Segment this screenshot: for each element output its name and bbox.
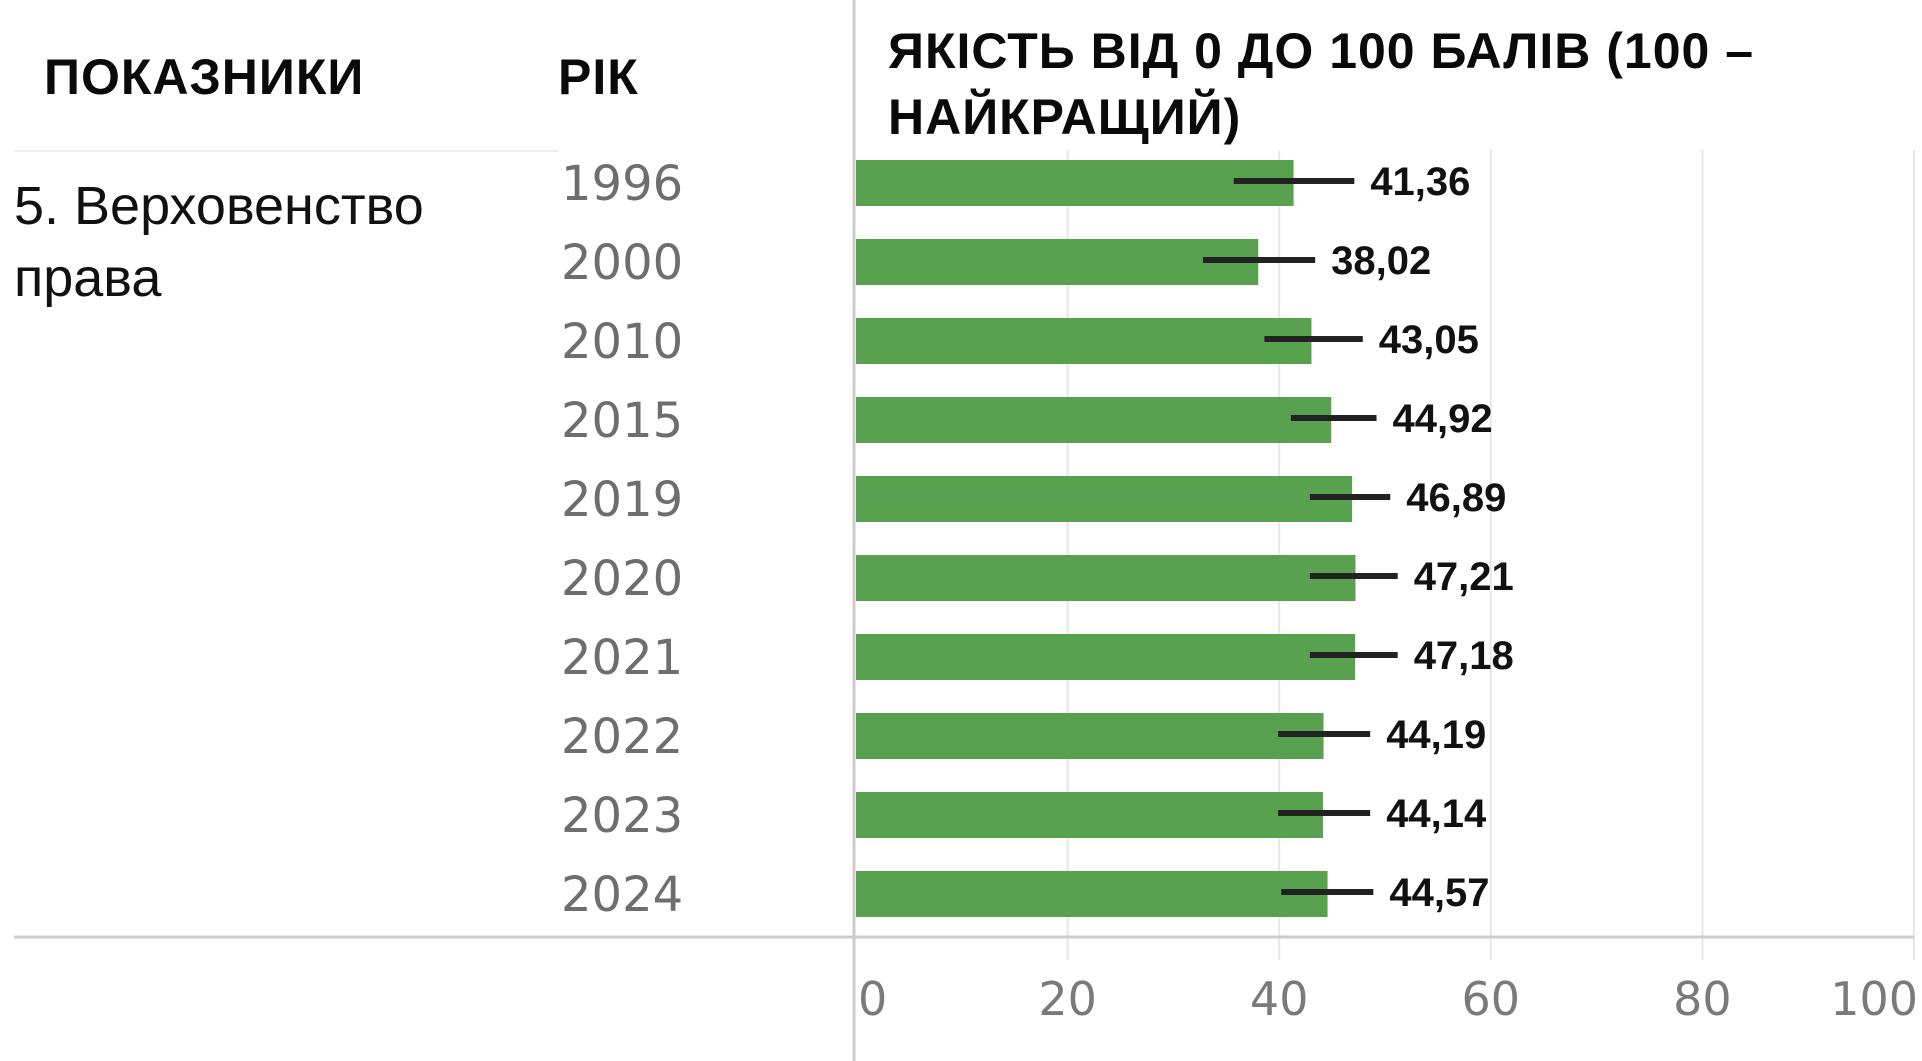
value-label: 47,21 — [1414, 555, 1514, 599]
bar — [856, 792, 1324, 838]
bar — [856, 397, 1332, 443]
bar — [856, 871, 1328, 917]
header-year: РІК — [558, 49, 639, 105]
x-tick-label: 0 — [858, 972, 887, 1026]
bar — [856, 713, 1324, 759]
indicator-line1: 5. Верховенство — [14, 176, 424, 236]
bar — [856, 634, 1356, 680]
value-label: 41,36 — [1370, 160, 1470, 204]
year-label: 2015 — [561, 393, 683, 449]
indicator-line2: права — [14, 248, 162, 308]
year-label: 2010 — [561, 314, 683, 370]
x-tick-label: 100 — [1830, 972, 1918, 1026]
year-label: 2000 — [561, 235, 683, 291]
value-label: 44,19 — [1386, 713, 1486, 757]
value-label: 44,57 — [1389, 871, 1489, 915]
year-label: 2021 — [561, 630, 683, 686]
indicator-name: 5. Верховенство права — [14, 170, 534, 314]
value-label: 38,02 — [1331, 239, 1431, 283]
bar — [856, 476, 1353, 522]
year-label: 1996 — [561, 156, 683, 212]
x-tick-label: 20 — [1038, 972, 1097, 1026]
value-label: 47,18 — [1414, 634, 1514, 678]
x-tick-label: 80 — [1673, 972, 1732, 1026]
bar — [856, 239, 1259, 285]
value-label: 44,14 — [1386, 792, 1487, 836]
year-label: 2019 — [561, 472, 683, 528]
header-quality-line2: НАЙКРАЩИЙ) — [888, 89, 1242, 145]
x-tick-label: 40 — [1250, 972, 1309, 1026]
header-indicators: ПОКАЗНИКИ — [44, 49, 365, 105]
value-label: 44,92 — [1393, 397, 1493, 441]
header-quality: ЯКІСТЬ ВІД 0 ДО 100 БАЛІВ (100 – НАЙКРАЩ… — [888, 18, 1888, 150]
value-label: 43,05 — [1379, 318, 1479, 362]
bar — [856, 555, 1356, 601]
year-label: 2024 — [561, 867, 683, 923]
year-label: 2022 — [561, 709, 683, 765]
x-tick-label: 60 — [1462, 972, 1521, 1026]
value-label: 46,89 — [1406, 476, 1506, 520]
year-label: 2023 — [561, 788, 683, 844]
header-quality-line1: ЯКІСТЬ ВІД 0 ДО 100 БАЛІВ (100 – — [888, 23, 1755, 79]
bar — [856, 160, 1294, 206]
year-label: 2020 — [561, 551, 683, 607]
bar — [856, 318, 1312, 364]
